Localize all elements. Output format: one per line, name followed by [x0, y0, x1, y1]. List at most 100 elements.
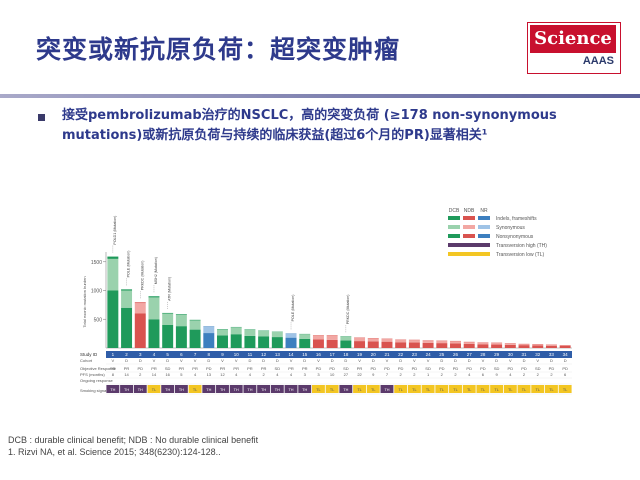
- table-study-id: 15: [302, 352, 308, 357]
- table-cell: PR: [124, 366, 130, 371]
- bar-segment-synonymous: [148, 297, 160, 320]
- table-cell: V: [413, 358, 416, 363]
- table-cell: PR: [233, 366, 239, 371]
- table-study-id: 17: [330, 352, 336, 357]
- bar-segment-nonsynonymous: [203, 333, 215, 348]
- smoking-signature-cell: [257, 385, 271, 393]
- table-cell: D: [440, 358, 443, 363]
- legend-swatch: [478, 234, 490, 238]
- bar-segment-synonymous: [545, 344, 557, 346]
- table-study-id: 14: [289, 352, 295, 357]
- bar-segment-indels: [175, 314, 187, 315]
- table-cell: PR: [110, 366, 116, 371]
- smoking-signature-text: TH: [384, 388, 389, 392]
- legend-swatch: [448, 243, 490, 247]
- science-logo: Science AAAS: [527, 22, 621, 74]
- smoking-signature-text: TL: [481, 388, 485, 392]
- table-header-row: [106, 351, 572, 358]
- table-cell: V: [386, 358, 389, 363]
- bar-segment-synonymous: [244, 329, 256, 336]
- bar-segment-synonymous: [121, 290, 133, 308]
- smoking-signature-cell: [435, 385, 449, 393]
- bar-segment-nonsynonymous: [162, 325, 174, 348]
- annotation-label: MSH2 (Mutation): [154, 257, 158, 284]
- table-study-id: 16: [316, 352, 322, 357]
- table-study-id: 32: [535, 352, 541, 357]
- smoking-signature-cell: [133, 385, 147, 393]
- bar-segment-nonsynonymous: [463, 343, 475, 348]
- bar-segment-nonsynonymous: [491, 344, 503, 348]
- y-tick-label: 1000: [91, 289, 102, 295]
- smoking-signature-cell: [476, 385, 490, 393]
- table-cell: 4: [468, 372, 471, 377]
- smoking-signature-text: TH: [288, 388, 293, 392]
- table-cell: PD: [384, 366, 390, 371]
- legend-column-header: NDB: [464, 208, 475, 214]
- bar-segment-nonsynonymous: [107, 290, 119, 348]
- table-cell: 9: [372, 372, 375, 377]
- smoking-signature-text: TL: [508, 388, 512, 392]
- bar-segment-synonymous: [230, 327, 242, 335]
- table-row-label: Cohort: [80, 358, 93, 363]
- bar-segment-synonymous: [436, 340, 448, 344]
- table-cell: 2: [413, 372, 416, 377]
- legend-label: Indels, frameshifts: [496, 216, 537, 222]
- legend-label: Nonsynonymous: [496, 234, 534, 240]
- table-cell: 6: [564, 372, 567, 377]
- legend-swatch: [463, 234, 475, 238]
- table-cell: PD: [329, 366, 335, 371]
- table-cell: 4: [235, 372, 238, 377]
- bar-segment-nonsynonymous: [422, 342, 434, 348]
- table-cell: PR: [288, 366, 294, 371]
- smoking-signature-text: TH: [179, 388, 184, 392]
- smoking-signature-cell: [147, 385, 161, 393]
- smoking-signature-text: TH: [206, 388, 211, 392]
- bar-segment-synonymous: [395, 339, 407, 343]
- table-cell: 16: [165, 372, 170, 377]
- smoking-signature-cell: [558, 385, 572, 393]
- smoking-signature-cell: [202, 385, 216, 393]
- bar-segment-synonymous: [134, 303, 146, 314]
- smoking-signature-text: TL: [453, 388, 457, 392]
- table-cell: V: [482, 358, 485, 363]
- smoking-signature-text: TL: [440, 388, 444, 392]
- table-cell: PD: [466, 366, 472, 371]
- table-cell: PR: [220, 366, 226, 371]
- table-row-label: Objective Response: [80, 366, 117, 371]
- table-cell: 4: [194, 372, 197, 377]
- smoking-signature-cell: [490, 385, 504, 393]
- smoking-signature-text: TH: [343, 388, 348, 392]
- table-study-id: 2: [125, 352, 128, 357]
- table-cell: 2: [441, 372, 444, 377]
- table-cell: PR: [192, 366, 198, 371]
- table-cell: V: [317, 358, 320, 363]
- bar-segment-synonymous: [258, 330, 270, 337]
- table-cell: 3: [304, 372, 307, 377]
- table-study-id: 3: [139, 352, 142, 357]
- table-cell: PD: [562, 366, 568, 371]
- table-cell: V: [153, 358, 156, 363]
- table-cell: 6: [482, 372, 485, 377]
- table-cell: D: [331, 358, 334, 363]
- legend-column-header: NR: [480, 208, 488, 214]
- table-cell: D: [454, 358, 457, 363]
- bar-segment-synonymous: [491, 342, 503, 345]
- smoking-signature-text: TH: [138, 388, 143, 392]
- smoking-signature-cell: [325, 385, 339, 393]
- table-cell: SD: [275, 366, 281, 371]
- table-cell: PR: [151, 366, 157, 371]
- smoking-signature-text: TL: [522, 388, 526, 392]
- title-divider: [0, 94, 640, 98]
- table-cell: V: [536, 358, 539, 363]
- smoking-signature-text: TL: [536, 388, 540, 392]
- table-header-label: Study ID: [80, 352, 98, 357]
- table-study-id: 12: [261, 352, 267, 357]
- table-cell: D: [276, 358, 279, 363]
- smoking-signature-cell: [380, 385, 394, 393]
- table-cell: 10: [330, 372, 335, 377]
- table-cell: PR: [179, 366, 185, 371]
- smoking-signature-text: TL: [330, 388, 334, 392]
- table-cell: 14: [124, 372, 129, 377]
- mutation-burden-chart: 500 1000 1500 Total exonic mutation burden P…: [80, 208, 572, 395]
- legend-swatch: [448, 234, 460, 238]
